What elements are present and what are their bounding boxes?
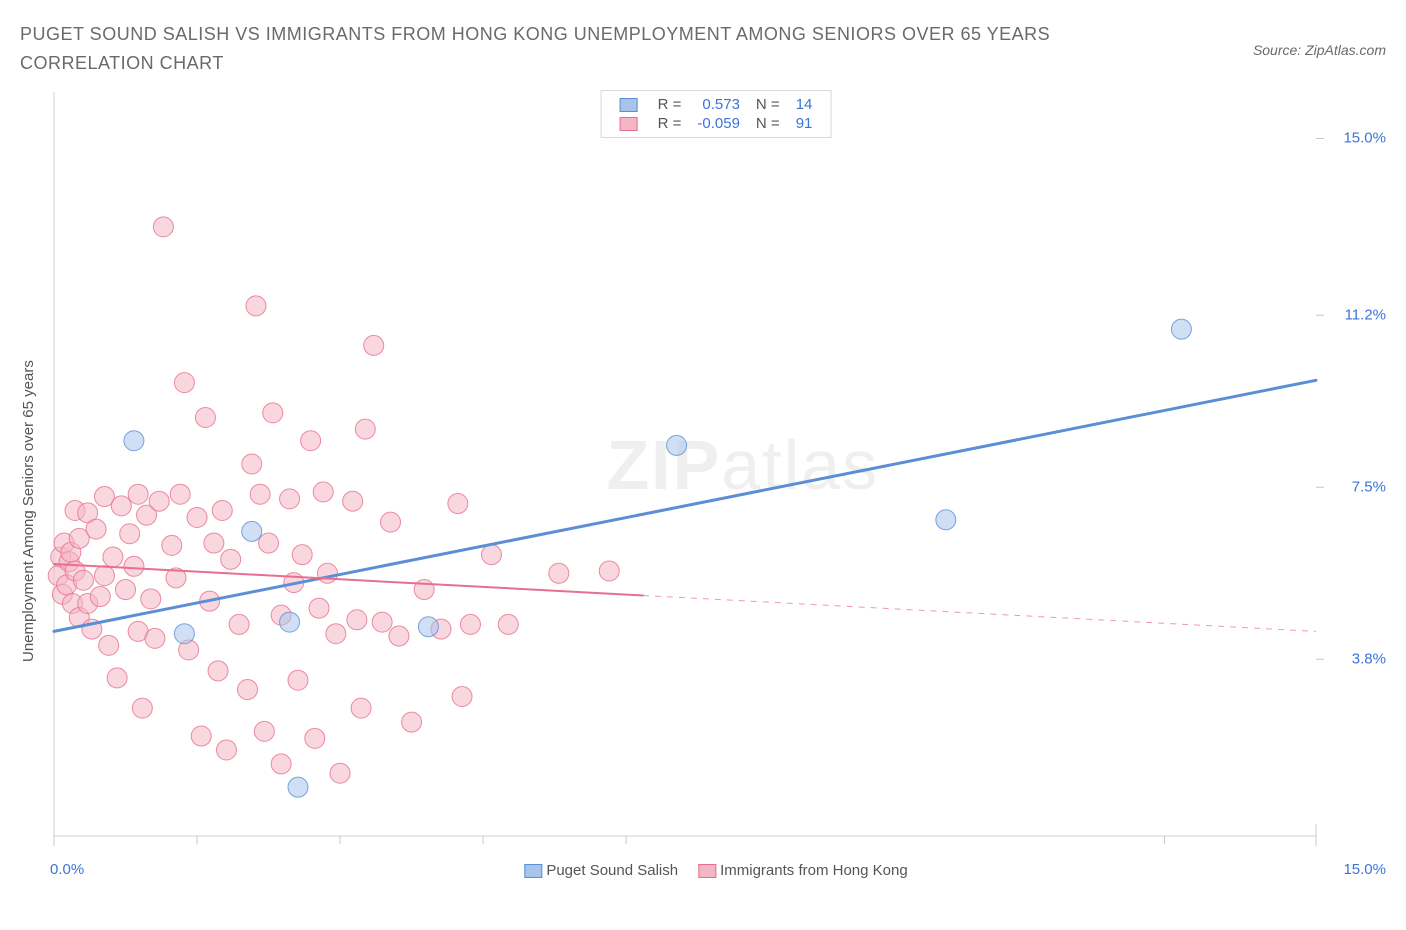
legend-item: Puget Sound Salish	[524, 862, 678, 879]
r-value: 0.573	[689, 95, 748, 114]
y-tick-label: 3.8%	[1352, 650, 1386, 667]
plot-wrap: Unemployment Among Seniors over 65 years…	[20, 86, 1386, 876]
n-label: N =	[748, 114, 788, 133]
y-tick-label: 7.5%	[1352, 478, 1386, 495]
n-value: 91	[788, 114, 821, 133]
stats-row: R = 0.573 N = 14	[612, 95, 821, 114]
n-label: N =	[748, 95, 788, 114]
swatch-icon	[620, 117, 638, 131]
stats-row: R = -0.059 N = 91	[612, 114, 821, 133]
plot-area: ZIPatlas R = 0.573 N = 14 R = -0.059	[46, 86, 1386, 876]
y-tick-label: 11.2%	[1345, 306, 1386, 323]
chart-container: PUGET SOUND SALISH VS IMMIGRANTS FROM HO…	[20, 20, 1386, 910]
header-row: PUGET SOUND SALISH VS IMMIGRANTS FROM HO…	[20, 20, 1386, 78]
r-label: R =	[650, 114, 690, 133]
swatch-icon	[698, 864, 716, 878]
n-value: 14	[788, 95, 821, 114]
legend-label: Immigrants from Hong Kong	[720, 862, 908, 879]
stats-legend: R = 0.573 N = 14 R = -0.059 N = 91	[601, 90, 832, 138]
series-legend: Puget Sound Salish Immigrants from Hong K…	[514, 862, 917, 882]
source-attribution: Source: ZipAtlas.com	[1253, 42, 1386, 58]
r-label: R =	[650, 95, 690, 114]
x-tick-label: 0.0%	[50, 861, 84, 878]
chart-title: PUGET SOUND SALISH VS IMMIGRANTS FROM HO…	[20, 20, 1120, 78]
r-value: -0.059	[689, 114, 748, 133]
y-tick-label: 15.0%	[1343, 130, 1386, 147]
scatter-plot-svg	[46, 86, 1386, 876]
swatch-icon	[524, 864, 542, 878]
swatch-icon	[620, 98, 638, 112]
legend-item: Immigrants from Hong Kong	[698, 862, 908, 879]
x-tick-label: 15.0%	[1343, 861, 1386, 878]
legend-label: Puget Sound Salish	[546, 862, 678, 879]
y-axis-label: Unemployment Among Seniors over 65 years	[20, 86, 46, 876]
